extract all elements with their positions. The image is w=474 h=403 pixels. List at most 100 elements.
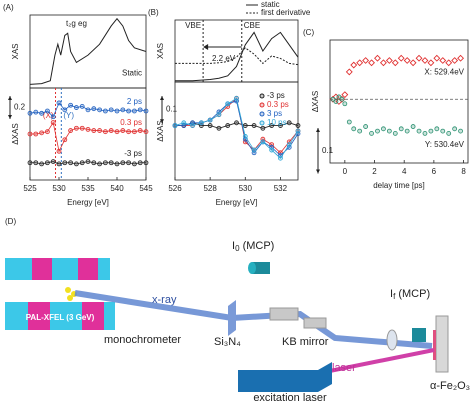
panel-label: (C)	[303, 28, 314, 37]
legend-swatch	[259, 111, 265, 117]
data-point	[56, 161, 62, 167]
data-point	[131, 108, 137, 114]
data-point	[369, 130, 374, 136]
data-point	[225, 123, 231, 128]
data-point	[286, 120, 292, 126]
data-point	[260, 125, 266, 131]
data-point	[62, 160, 68, 166]
data-point	[91, 106, 97, 112]
marker-label: CBE	[244, 21, 260, 30]
data-point	[91, 160, 97, 166]
scale-bar-label: 0.1	[166, 105, 178, 114]
data-point	[120, 160, 126, 166]
source-label: PAL-XFEL (3 GeV)	[26, 313, 95, 322]
if-rest: (MCP)	[395, 288, 430, 300]
data-point	[39, 161, 44, 167]
data-point	[451, 57, 459, 64]
data-point	[68, 160, 73, 166]
data-point	[39, 130, 44, 136]
data-point	[415, 54, 423, 62]
sample-film	[433, 330, 436, 360]
data-point	[114, 161, 120, 167]
data-point	[50, 114, 56, 120]
data-point	[363, 124, 369, 129]
x-axis-label: Energy [eV]	[67, 198, 109, 207]
marker-label: (Y)	[63, 111, 74, 120]
mirror-label: KB mirror	[282, 336, 329, 348]
data-point	[381, 126, 386, 132]
data-point	[27, 160, 33, 166]
x-tick-label: 526	[168, 184, 182, 193]
beam-label: x-ray	[152, 294, 177, 306]
x-tick-label: 545	[139, 184, 153, 193]
if-detector	[412, 328, 426, 342]
legend-swatch	[259, 93, 265, 99]
data-point	[251, 123, 257, 128]
data-point	[397, 54, 405, 62]
series-label: Static	[122, 69, 142, 78]
sample-label: α-Fe₂O₃	[430, 380, 470, 392]
data-point	[368, 59, 375, 67]
chart-panel: (C) ΔXAS delay time [ps] 0 2 4 6 8 X: 529.4eV Y: …	[303, 28, 469, 190]
data-point	[126, 160, 132, 166]
data-point	[45, 108, 50, 114]
x-tick-label: 540	[110, 184, 124, 193]
x-tick-label: 2	[372, 167, 377, 176]
x-tick-label: 530	[239, 184, 253, 193]
data-point	[74, 161, 79, 167]
laser-label: laser	[332, 362, 356, 374]
data-point	[251, 147, 257, 153]
if-sub: f	[393, 292, 396, 301]
electron	[67, 295, 73, 301]
data-point	[97, 161, 102, 167]
data-point	[409, 59, 417, 67]
data-point	[385, 57, 393, 64]
window-label: Si₃N₄	[214, 336, 241, 348]
data-point	[434, 126, 440, 132]
electron	[65, 287, 71, 293]
data-point	[137, 107, 143, 113]
data-point	[342, 101, 348, 107]
marker-label: (X)	[43, 111, 54, 120]
x-tick-label: 8	[461, 167, 466, 176]
panel-label: (A)	[3, 3, 14, 12]
data-point	[198, 120, 204, 126]
data-point	[260, 139, 266, 145]
x-tick-label: 6	[432, 167, 437, 176]
data-point	[79, 160, 85, 166]
data-point	[386, 128, 392, 134]
annotation: t₂g	[66, 19, 76, 28]
data-point	[56, 148, 62, 154]
data-point	[278, 155, 283, 161]
legend-label: 0.3 ps	[267, 100, 289, 109]
y-axis-label: ΔXAS	[11, 123, 20, 144]
data-point	[433, 54, 441, 62]
x-tick-label: 525	[23, 184, 37, 193]
data-point	[33, 109, 39, 115]
data-point	[79, 104, 85, 109]
i0-label: I0 (MCP)	[232, 240, 274, 253]
data-point	[137, 128, 143, 133]
data-point	[85, 107, 91, 113]
data-point	[345, 68, 353, 76]
data-point	[295, 128, 301, 134]
data-point	[33, 160, 39, 166]
data-point	[85, 159, 91, 165]
data-point	[131, 161, 137, 167]
data-point	[452, 126, 458, 132]
data-point	[421, 57, 429, 64]
data-point	[45, 129, 50, 135]
data-point	[143, 108, 149, 114]
i0-main: I	[232, 240, 235, 252]
data-point	[207, 117, 213, 123]
data-point	[50, 120, 56, 125]
data-point	[108, 128, 114, 133]
data-point	[39, 110, 44, 116]
y-axis-label: ΔXAS	[156, 120, 165, 141]
data-point	[346, 119, 352, 125]
series-line	[175, 100, 299, 157]
data-point	[27, 110, 33, 116]
laser-source-label: excitation laser	[253, 392, 327, 403]
data-point	[458, 128, 463, 134]
y-axis-label: XAS	[11, 43, 20, 59]
